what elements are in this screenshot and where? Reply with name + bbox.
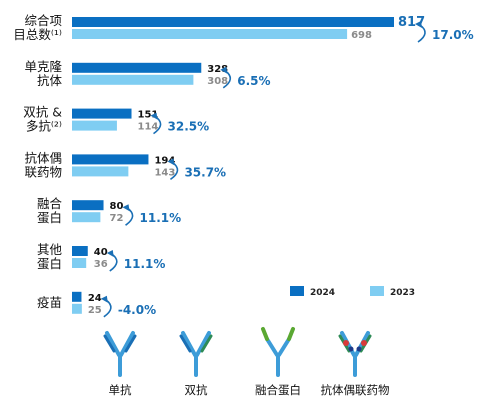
category-label: 抗体偶: [24, 150, 62, 165]
category-label: 多抗⁽²⁾: [26, 119, 62, 134]
category-label: 疫苗: [37, 295, 62, 310]
value-label-2023: 36: [94, 259, 108, 270]
monoclonal-antibody-icon: [103, 331, 137, 377]
growth-arrowhead: [167, 158, 175, 166]
growth-arrowhead: [220, 66, 228, 74]
legend-label-2024: 2024: [310, 288, 335, 298]
value-label-2023: 25: [88, 305, 102, 316]
bar-2023: [72, 166, 129, 177]
category-label: 融合: [37, 196, 63, 211]
legend-swatch-2023: [370, 286, 384, 296]
antibody-type-label: 抗体偶联药物: [321, 383, 390, 397]
legend: 2024 2023: [290, 286, 415, 298]
value-label-2024: 151: [138, 110, 159, 121]
category-label: 综合项: [24, 13, 62, 28]
growth-arrowhead: [415, 21, 422, 28]
bar-2023: [72, 29, 348, 39]
legend-swatch-2024: [290, 286, 304, 296]
fusion-protein-icon: [261, 327, 295, 377]
growth-arrowhead: [150, 112, 158, 120]
category-label: 蛋白: [37, 210, 62, 225]
bar-2023: [72, 303, 82, 314]
category-label: 双抗 &: [23, 105, 62, 120]
value-label-2024: 817: [398, 15, 425, 30]
bars: [72, 17, 394, 314]
bar-2024: [72, 246, 88, 256]
value-label-2024: 40: [94, 247, 108, 258]
bar-2024: [72, 200, 104, 211]
value-label-2023: 114: [138, 122, 159, 133]
bar-2023: [72, 258, 87, 268]
growth-labels: 17.0% 6.5% 32.5% 35.7% 11.1% 11.1% -4.0%: [118, 28, 474, 317]
bar-2024: [72, 291, 82, 302]
category-label: 其他: [37, 242, 63, 257]
value-label-2023: 143: [154, 167, 175, 178]
growth-arrows: [100, 21, 426, 318]
category-label: 联药物: [24, 164, 62, 179]
value-label-2023: 308: [207, 76, 228, 87]
value-label-2024: 194: [154, 155, 175, 166]
value-label-2024: 80: [110, 201, 124, 212]
bar-2024: [72, 154, 149, 165]
growth-arrowhead: [122, 204, 130, 212]
antibody-type-label: 单抗: [109, 383, 132, 397]
category-label: 单克隆: [24, 59, 62, 74]
growth-arrowhead: [106, 250, 114, 257]
growth-percent: 11.1%: [124, 257, 166, 271]
growth-percent: 11.1%: [140, 211, 182, 225]
value-label-2023: 72: [110, 213, 124, 224]
value-label-2023: 698: [351, 30, 372, 41]
bar-2023: [72, 74, 194, 85]
category-label: 抗体: [37, 73, 63, 88]
legend-label-2023: 2023: [390, 288, 415, 298]
bar-2023: [72, 212, 101, 223]
antibody-drug-conjugate-icon: [338, 331, 372, 377]
bar-2024: [72, 62, 202, 73]
antibody-type-label: 双抗: [185, 383, 208, 397]
category-label: 蛋白: [37, 256, 62, 271]
bar-2024: [72, 17, 394, 27]
growth-percent: -4.0%: [118, 303, 156, 317]
bispecific-antibody-icon: [179, 331, 213, 377]
growth-percent: 35.7%: [184, 165, 226, 179]
growth-percent: 17.0%: [432, 28, 474, 42]
bar-2024: [72, 108, 132, 119]
value-label-2024: 328: [207, 64, 228, 75]
growth-percent: 32.5%: [168, 120, 210, 134]
value-label-2024: 24: [88, 293, 102, 304]
antibody-type-label: 融合蛋白: [255, 383, 301, 397]
growth-arrowhead: [100, 295, 108, 303]
growth-percent: 6.5%: [237, 74, 270, 88]
category-label: 目总数⁽¹⁾: [13, 27, 62, 42]
bar-2023: [72, 120, 117, 131]
